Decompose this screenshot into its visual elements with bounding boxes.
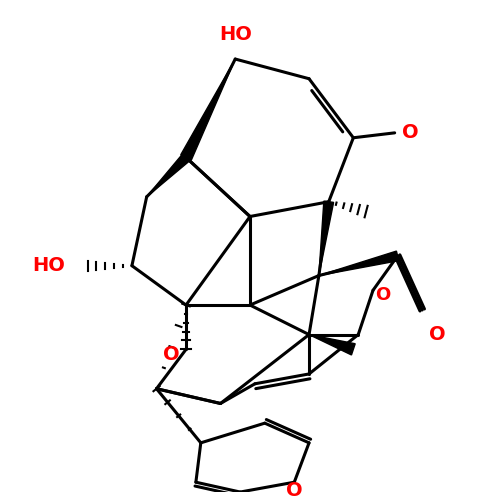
Polygon shape — [181, 59, 235, 160]
Polygon shape — [319, 251, 399, 276]
Text: HO: HO — [219, 25, 252, 44]
Text: O: O — [375, 286, 390, 304]
Text: O: O — [286, 480, 302, 500]
Polygon shape — [309, 334, 355, 355]
Polygon shape — [146, 154, 190, 197]
Text: HO: HO — [32, 256, 65, 275]
Text: O: O — [428, 325, 446, 344]
Text: O: O — [402, 124, 418, 142]
Text: O: O — [163, 345, 180, 364]
Polygon shape — [319, 201, 334, 276]
